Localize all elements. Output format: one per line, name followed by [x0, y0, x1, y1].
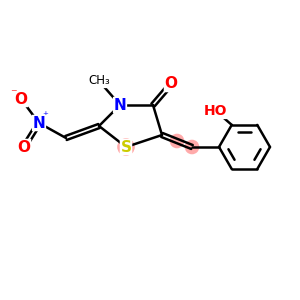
Circle shape	[185, 140, 199, 154]
Text: ⁻: ⁻	[10, 87, 17, 100]
Text: ⁺: ⁺	[43, 111, 49, 122]
Text: O: O	[164, 76, 178, 92]
Text: S: S	[121, 140, 131, 154]
Text: HO: HO	[203, 104, 227, 118]
Text: N: N	[114, 98, 126, 112]
Circle shape	[170, 134, 184, 148]
Text: N: N	[33, 116, 45, 130]
Text: O: O	[14, 92, 28, 106]
Circle shape	[118, 139, 134, 155]
Text: CH₃: CH₃	[88, 74, 110, 88]
Text: O: O	[17, 140, 31, 154]
